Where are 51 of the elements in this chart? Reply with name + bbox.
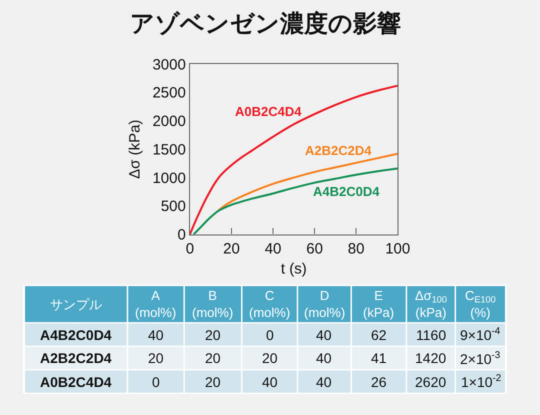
y-tick-label: 2500 (152, 84, 186, 102)
category-label: サンプル (50, 297, 102, 312)
category-label: C (mol%) (249, 288, 290, 320)
series-label: A2B2C2D4 (305, 143, 372, 158)
text: 2×10$^{-3}$ (460, 350, 500, 367)
text: 20 (205, 374, 221, 390)
text: 20 (262, 350, 278, 366)
text: A0B2C4D4 (40, 374, 112, 390)
y-tick-label: 1500 (152, 141, 186, 158)
category-label: D (mol%) (304, 288, 346, 320)
x-tick-label: 20 (223, 240, 240, 258)
x-axis-title: t (s) (280, 260, 307, 278)
text: 40 (316, 350, 332, 366)
y-tick-label: 500 (160, 198, 186, 216)
text: 1×10$^{-2}$ (461, 373, 502, 390)
text: 40 (262, 374, 278, 390)
category-label: C$_{E100}$ (%) (465, 288, 496, 320)
y-tick-label: 1000 (152, 170, 186, 187)
line-series (190, 84, 398, 234)
y-axis-title: Δσ (kPa) (126, 120, 144, 179)
text: A2B2C2D4 (40, 350, 112, 366)
text: 40 (316, 327, 332, 343)
text: 20 (205, 327, 221, 343)
y-tick-label: 3000 (152, 56, 186, 74)
text: 9×10$^{-4}$ (460, 326, 500, 343)
text: 26 (371, 374, 387, 390)
series-label: A0B2C4D4 (235, 104, 302, 119)
text: 40 (148, 327, 164, 343)
x-tick-label: 40 (264, 240, 282, 258)
text: 1160 (416, 327, 446, 343)
y-tick-label: 0 (178, 226, 186, 244)
text: A4B2C0D4 (40, 327, 112, 343)
category-label: B (mol%) (192, 288, 234, 320)
text: 0 (266, 327, 274, 343)
text: 20 (205, 350, 221, 366)
y-tick-label: 2000 (152, 113, 186, 130)
category-label: E (kPa) (363, 288, 394, 320)
text: 41 (371, 350, 387, 366)
series-label: A4B2C0D4 (313, 184, 380, 199)
category-label: Δσ$_{100}$ (kPa) (415, 288, 447, 320)
chart-title: アゾベンゼン濃度の影響 (130, 9, 401, 38)
text: 1420 (415, 350, 446, 366)
text: 62 (371, 327, 387, 343)
text: 2620 (415, 374, 446, 390)
text: 20 (148, 350, 164, 366)
category-label: A (mol%) (135, 288, 176, 320)
text: 40 (316, 374, 332, 390)
line-series (192, 168, 398, 234)
x-tick-label: 80 (348, 240, 364, 258)
x-tick-label: 100 (385, 240, 410, 258)
x-tick-label: 60 (306, 240, 323, 258)
